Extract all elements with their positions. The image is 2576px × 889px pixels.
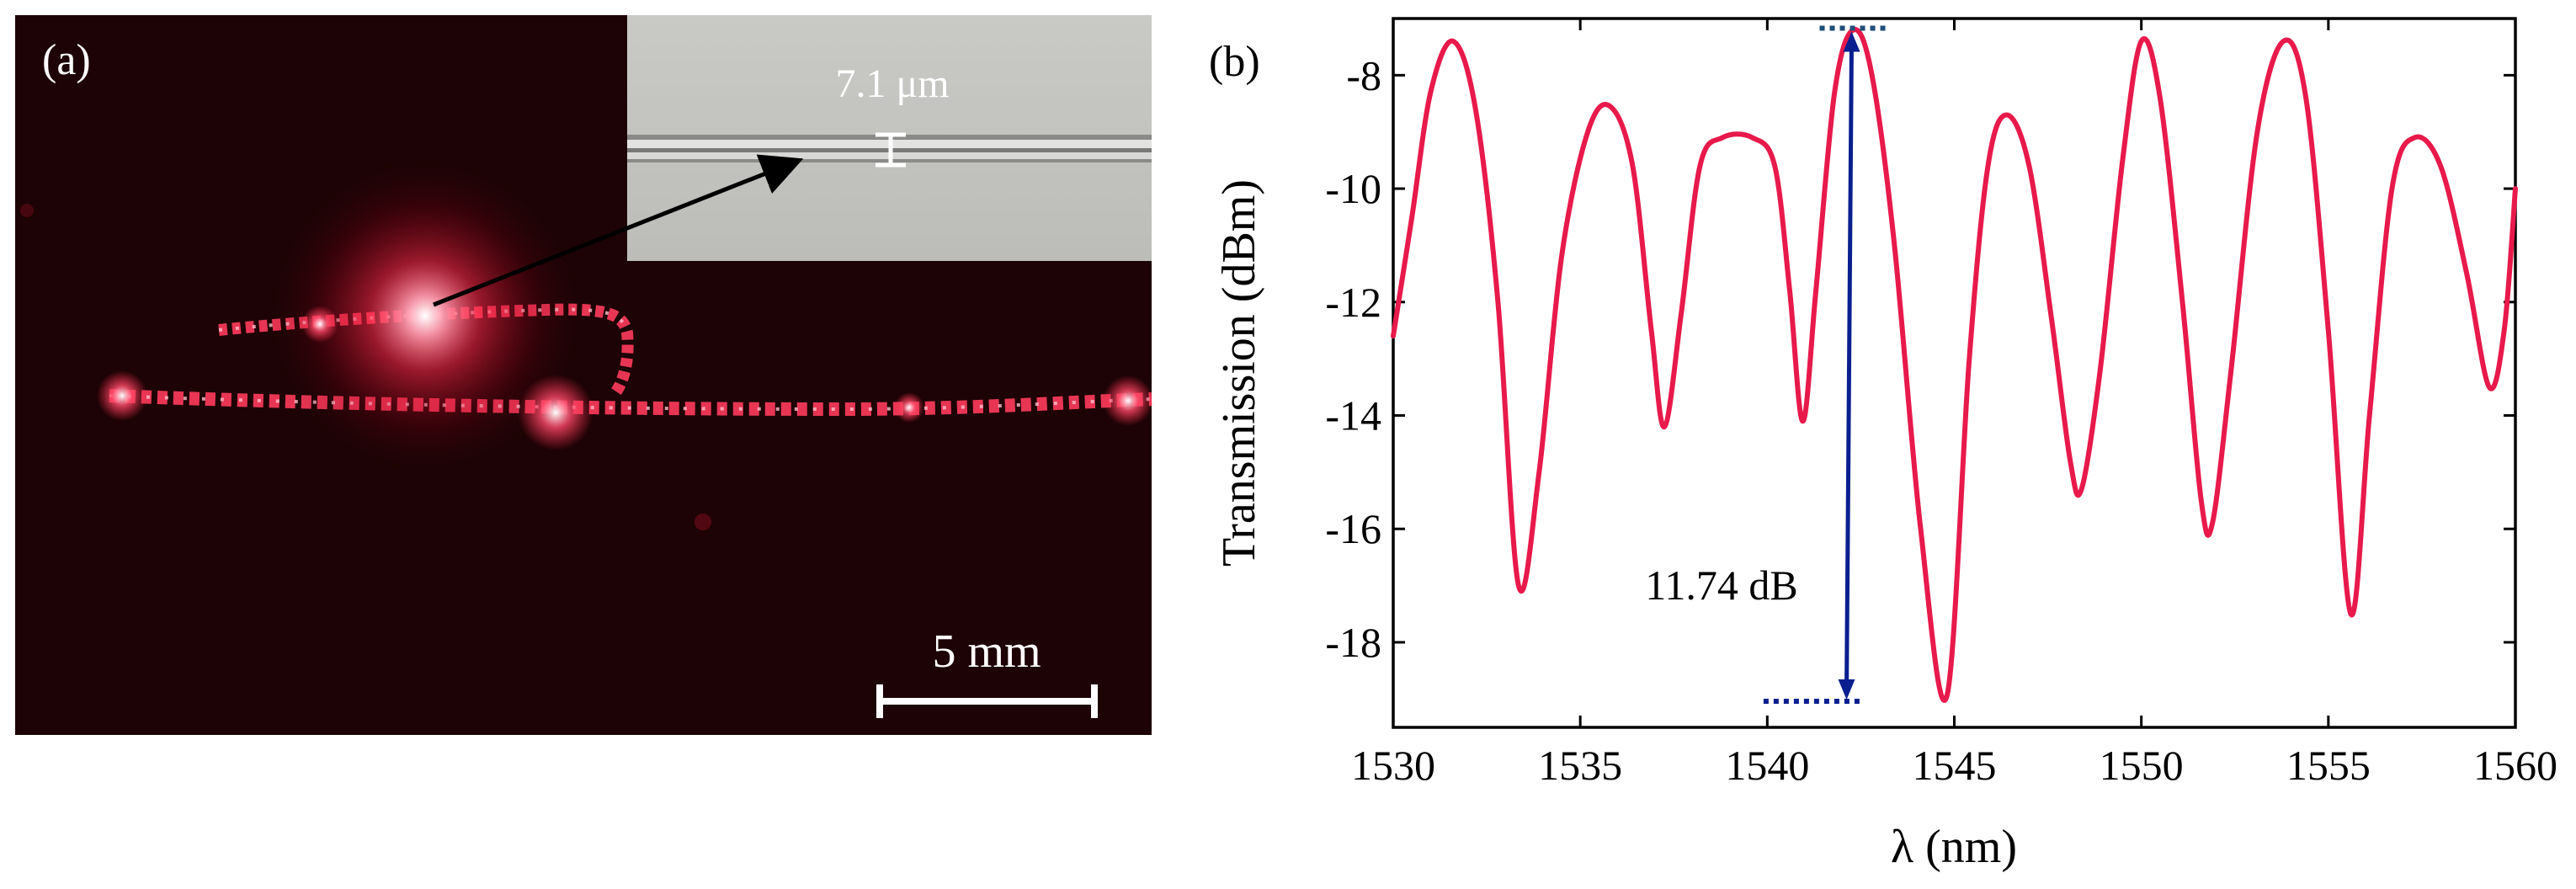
y-tick-label: -14: [1325, 392, 1381, 439]
x-axis-label: λ (nm): [1891, 821, 2017, 873]
depth-arrow-head-bottom: [1838, 679, 1855, 700]
panel-a-label: (a): [42, 36, 91, 84]
panel-b-label: (b): [1209, 38, 1260, 86]
annotation-layer: [1763, 25, 1887, 704]
panel-a: (a) 7.1 μm 5 mm: [15, 15, 1153, 735]
x-tick-label: 1535: [1538, 742, 1622, 789]
width-marker: [876, 132, 906, 168]
scale-bar: [876, 684, 1098, 718]
y-tick-label: -18: [1325, 619, 1381, 666]
x-tick-label: 1560: [2473, 742, 2557, 789]
glow-spot-left: [97, 370, 147, 421]
y-tick-label: -10: [1325, 165, 1381, 212]
inset-width-label: 7.1 μm: [835, 61, 949, 106]
scale-bar-label: 5 mm: [932, 625, 1041, 678]
x-tick-label: 1530: [1351, 742, 1435, 789]
y-axis-label: Transmission (dBm): [1213, 179, 1265, 567]
glow-spot-right: [1103, 375, 1153, 426]
x-tick-label: 1540: [1725, 742, 1809, 789]
y-axis-ticks: -8 -10 -12 -14 -16 -18: [1325, 51, 2515, 666]
y-tick-label: -8: [1346, 51, 1381, 98]
y-tick-label: -16: [1325, 505, 1381, 552]
transmission-curve: [1391, 27, 2518, 703]
microscope-inset: 7.1 μm: [627, 15, 1152, 261]
depth-annotation-label: 11.74 dB: [1645, 562, 1798, 609]
series-layer: [1391, 27, 2518, 703]
x-axis-ticks: 1530 1535 1540 1545 1550 1555 1560: [1351, 19, 2557, 789]
x-tick-label: 1545: [1913, 742, 1997, 789]
pointer-arrow: [433, 154, 804, 307]
depth-arrow-head-top: [1843, 31, 1860, 52]
glow-spot-main: [265, 156, 585, 476]
x-tick-label: 1555: [2286, 742, 2371, 789]
depth-arrow-shaft: [1844, 41, 1855, 691]
y-tick-label: -12: [1325, 279, 1381, 326]
x-tick-label: 1550: [2100, 742, 2184, 789]
glow-spot-lower: [518, 375, 593, 450]
panel-b: (b) 1530 1535 1540 1545 1550 1555 1560 -8 -10 -1…: [1209, 17, 2557, 873]
